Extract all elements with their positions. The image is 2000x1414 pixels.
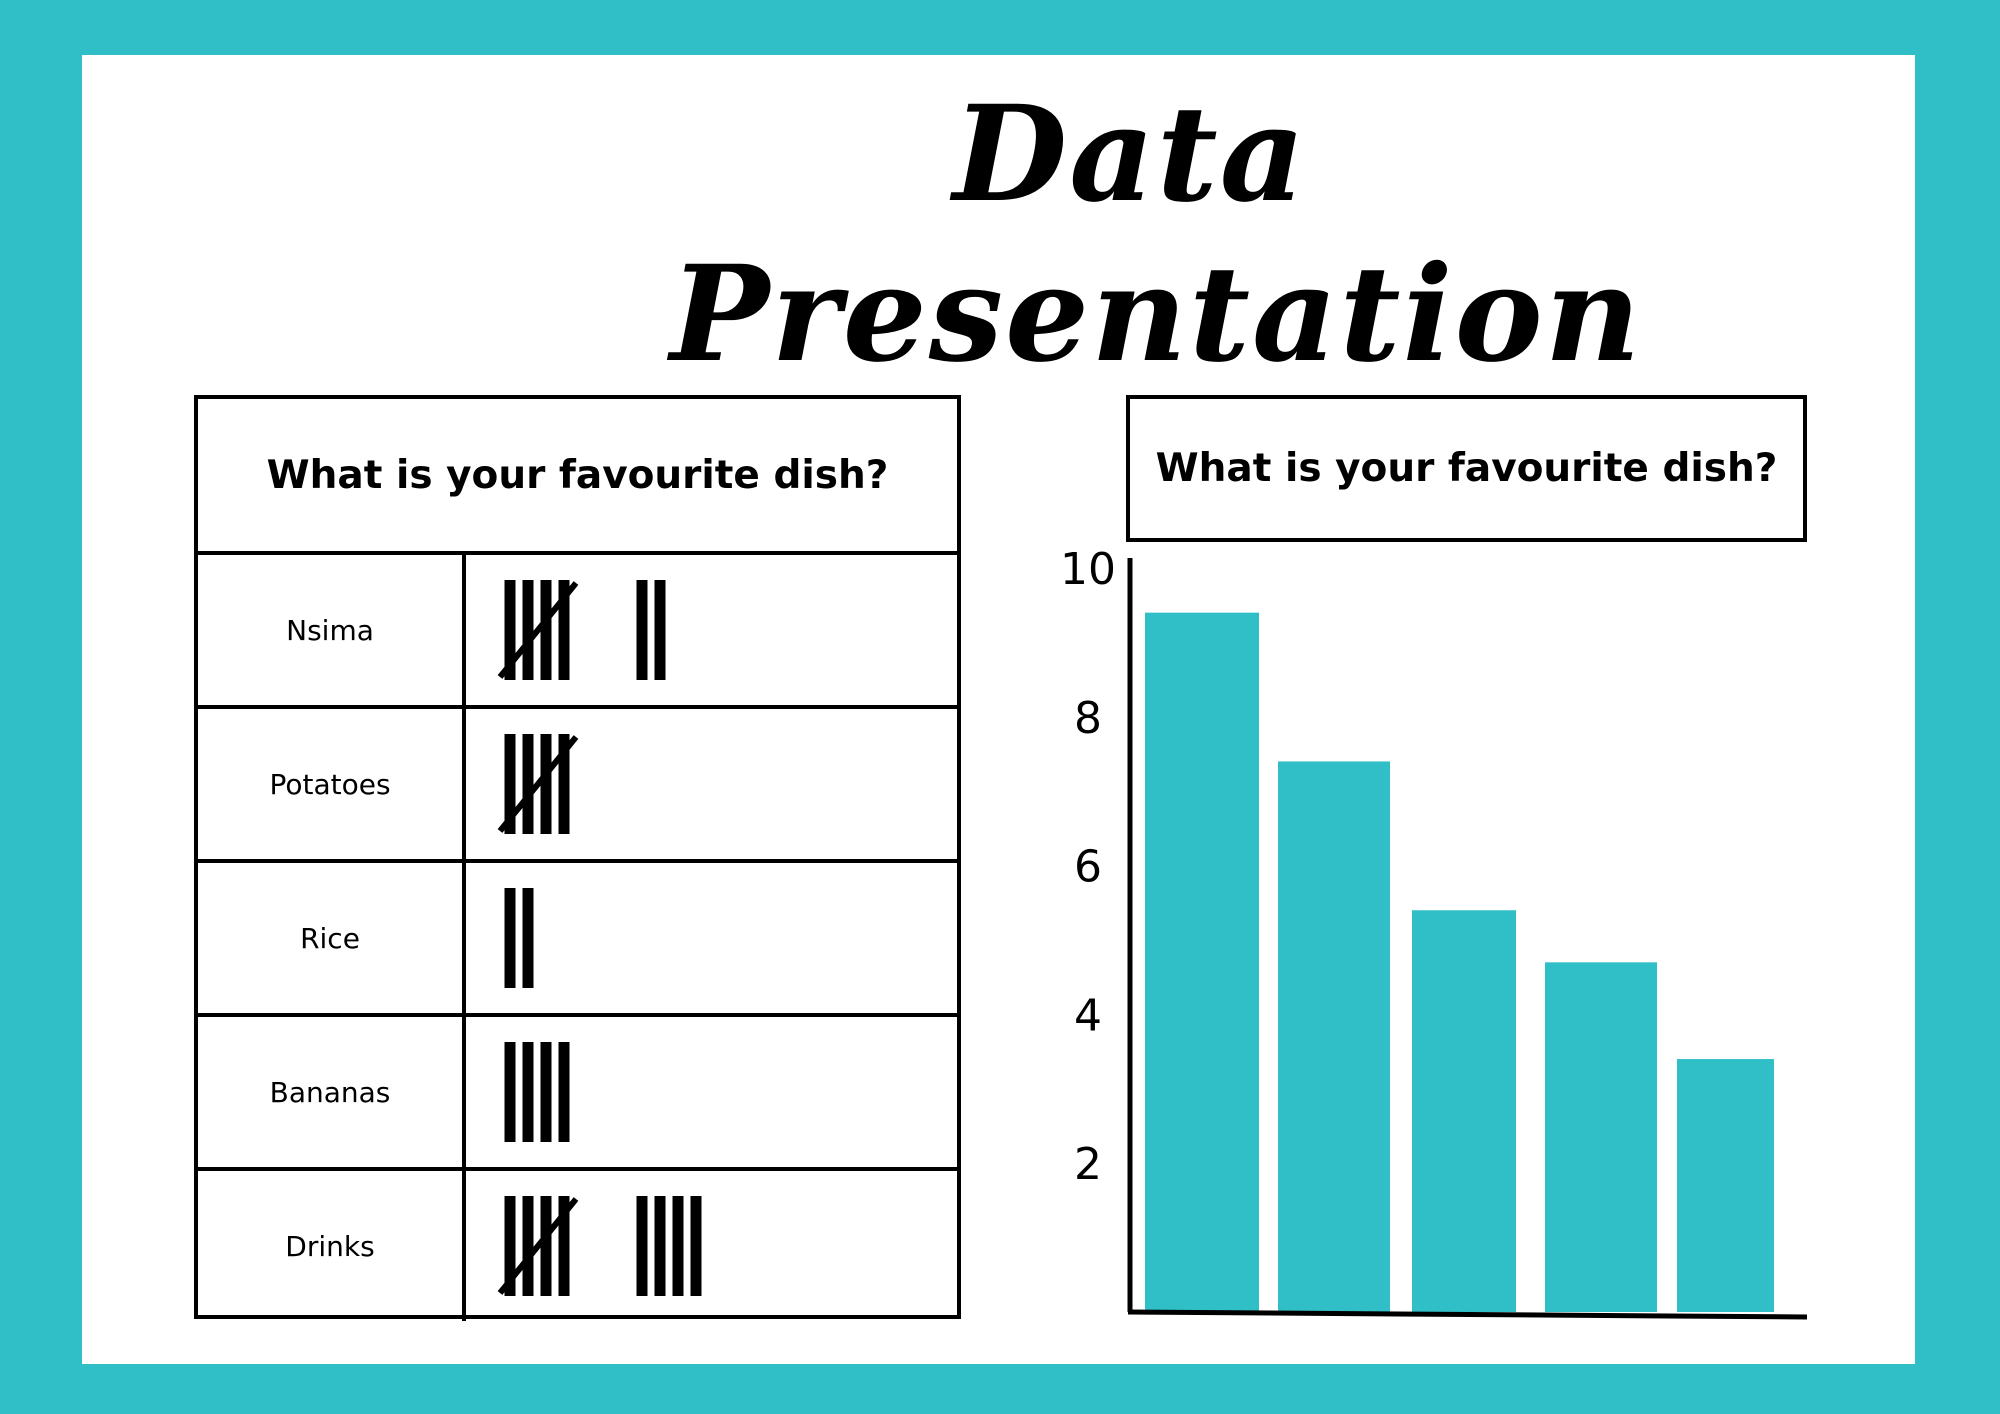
row-label: Potatoes <box>198 709 466 859</box>
bar <box>1278 761 1390 1312</box>
table-row: Nsima <box>198 551 957 705</box>
y-tick-label: 8 <box>1074 693 1102 744</box>
bar <box>1545 962 1657 1312</box>
bar-chart: 2 4 6 8 10 <box>1060 544 1808 1320</box>
y-tick-label: 2 <box>1074 1139 1102 1190</box>
y-tick-label: 6 <box>1074 842 1102 893</box>
bar <box>1412 910 1516 1312</box>
tally-marks <box>466 863 957 1013</box>
table-row: Potatoes <box>198 705 957 859</box>
table-row: Drinks <box>198 1167 957 1321</box>
tally-cross <box>497 581 579 679</box>
tally-cross <box>497 1197 579 1295</box>
bar <box>1677 1059 1774 1312</box>
row-label: Drinks <box>198 1171 466 1321</box>
page-title: Data Presentation <box>670 77 1643 392</box>
chart-title: What is your favourite dish? <box>1126 395 1807 542</box>
y-tick-label: 4 <box>1074 990 1102 1041</box>
x-axis <box>1127 1309 1808 1320</box>
tally-marks <box>466 1017 957 1167</box>
row-label: Rice <box>198 863 466 1013</box>
tally-marks <box>466 555 957 705</box>
table-row: Bananas <box>198 1013 957 1167</box>
tally-table: What is your favourite dish? Nsima Potat… <box>194 395 961 1321</box>
row-label: Nsima <box>198 555 466 705</box>
tally-cross <box>497 735 579 833</box>
table-header: What is your favourite dish? <box>266 452 889 498</box>
tally-marks <box>466 709 957 859</box>
row-label: Bananas <box>198 1017 466 1167</box>
bar <box>1145 612 1259 1312</box>
tally-marks <box>466 1171 957 1321</box>
y-tick-label: 10 <box>1060 544 1116 595</box>
table-row: Rice <box>198 859 957 1013</box>
